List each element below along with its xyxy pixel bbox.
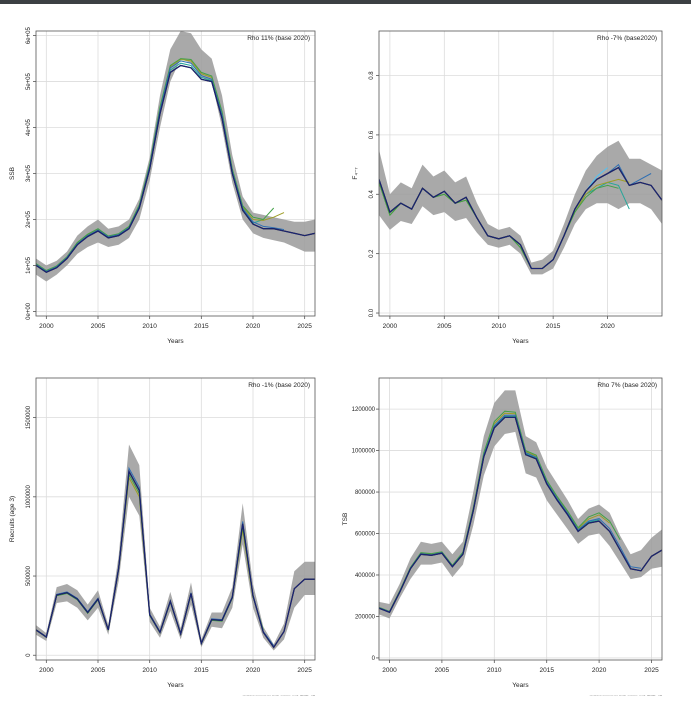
- x-tick-label: 2005: [91, 667, 106, 674]
- fishing-mortality-chart: 2000 2005 2010 2015 2020 0.0 0.2 0.4 0.6 0.8 Years…: [352, 30, 663, 354]
- window-top-bar: [0, 0, 691, 4]
- y-tick-label: 1e+05: [26, 256, 32, 274]
- y-axis-label: Recruits (age 3): [9, 496, 16, 542]
- x-tick-label: 2005: [435, 667, 450, 674]
- series-line-base: [379, 416, 662, 613]
- tsb-chart-panel: 2000 2005 2010 2015 2020 2025 0 200000 400000 600…: [342, 352, 672, 698]
- y-tick-label: 6e+05: [26, 27, 32, 45]
- x-tick-label: 2000: [39, 667, 54, 674]
- series-line-base: [36, 469, 315, 649]
- plot-frame: [378, 30, 663, 317]
- x-tick-label: 2005: [91, 323, 106, 330]
- x-tick-label: 2020: [246, 323, 261, 330]
- y-tick-label: 1200000: [352, 407, 376, 413]
- chart-annotation: Rho -7% (base2020): [597, 35, 657, 42]
- x-tick-label: 2010: [487, 667, 502, 674]
- series-line-2: [36, 58, 275, 272]
- x-tick-label: 2015: [539, 667, 554, 674]
- x-tick-label: 2000: [382, 667, 397, 674]
- series-line-2: [379, 410, 621, 613]
- fishing-mortality-chart-panel: 2000 2005 2010 2015 2020 0.0 0.2 0.4 0.6 0.8 Years…: [342, 12, 672, 354]
- y-tick-label: 0: [372, 656, 376, 662]
- series-group: [379, 163, 662, 270]
- y-tick-label: 0.2: [369, 249, 375, 258]
- y-tick-label: 800000: [355, 490, 376, 496]
- y-tick-label: 500000: [26, 565, 32, 586]
- y-tick-label: 0.4: [369, 189, 375, 198]
- chart-annotation: Rho -1% (base 2020): [248, 382, 310, 389]
- plot-frame: [378, 377, 663, 661]
- x-tick-label: 2020: [600, 323, 615, 330]
- x-tick-label: 2010: [491, 323, 506, 330]
- ssb-chart: 2000 2005 2010 2015 2020 2025 0e+00 1e+05 2e+05 3…: [9, 27, 316, 354]
- y-tick-label: 3e+05: [26, 164, 32, 182]
- recruits-chart-panel: 2000 2005 2010 2015 2020 2025 0 500000 1000000 15…: [6, 352, 326, 698]
- x-tick-label: 2015: [194, 323, 209, 330]
- series-line-1: [379, 414, 642, 613]
- x-tick-label: 2015: [194, 667, 209, 674]
- y-tick-label: 0.0: [369, 308, 375, 317]
- x-axis-label: Years: [167, 682, 184, 689]
- ssb-chart-panel: 2000 2005 2010 2015 2020 2025 0e+00 1e+05 2e+05 3…: [6, 12, 326, 354]
- x-axis-label: Years: [512, 682, 529, 689]
- x-tick-label: 2025: [297, 323, 312, 330]
- y-tick-label: 0: [26, 653, 32, 657]
- y-tick-label: 600000: [355, 532, 376, 538]
- chart-annotation: Rho 11% (base 2020): [247, 35, 310, 42]
- series-group: [36, 58, 315, 274]
- y-tick-label: 4e+05: [26, 118, 32, 136]
- y-axis-label: F₄₋₇: [352, 167, 359, 179]
- y-tick-label: 1500000: [26, 405, 32, 429]
- y-axis-label: TSB: [342, 513, 349, 526]
- x-tick-label: 2025: [297, 667, 312, 674]
- y-tick-label: 200000: [355, 614, 376, 620]
- series-group: [379, 410, 662, 614]
- series-group: [36, 466, 315, 649]
- y-tick-label: 0e+00: [26, 302, 32, 320]
- series-line-base: [379, 166, 662, 270]
- x-axis-label: Years: [512, 338, 529, 345]
- x-tick-label: 2020: [592, 667, 607, 674]
- y-tick-label: 1000000: [26, 484, 32, 508]
- y-tick-label: 0.6: [369, 130, 375, 139]
- y-tick-label: 0.8: [369, 71, 375, 80]
- plot-frame: [35, 377, 316, 661]
- x-tick-label: 2000: [383, 323, 398, 330]
- tsb-chart: 2000 2005 2010 2015 2020 2025 0 200000 400000 600…: [342, 377, 663, 698]
- page-left-margin: [0, 4, 6, 696]
- recruits-chart: 2000 2005 2010 2015 2020 2025 0 500000 1000000 15…: [9, 377, 316, 698]
- confidence-band: [36, 31, 315, 282]
- x-tick-label: 2015: [546, 323, 561, 330]
- x-tick-label: 2025: [644, 667, 659, 674]
- x-tick-label: 2000: [39, 323, 54, 330]
- x-tick-label: 2010: [142, 667, 157, 674]
- y-tick-label: 1000000: [352, 449, 376, 455]
- x-tick-label: 2010: [142, 323, 157, 330]
- y-tick-label: 400000: [355, 573, 376, 579]
- x-axis-label: Years: [167, 338, 184, 345]
- chart-annotation: Rho 7% (base 2020): [597, 382, 657, 389]
- y-tick-label: 2e+05: [26, 210, 32, 228]
- x-tick-label: 2005: [437, 323, 452, 330]
- series-line-base: [36, 64, 315, 273]
- y-tick-label: 5e+05: [26, 72, 32, 90]
- y-axis-label: SSB: [9, 167, 16, 180]
- x-tick-label: 2020: [246, 667, 261, 674]
- confidence-band: [379, 140, 662, 275]
